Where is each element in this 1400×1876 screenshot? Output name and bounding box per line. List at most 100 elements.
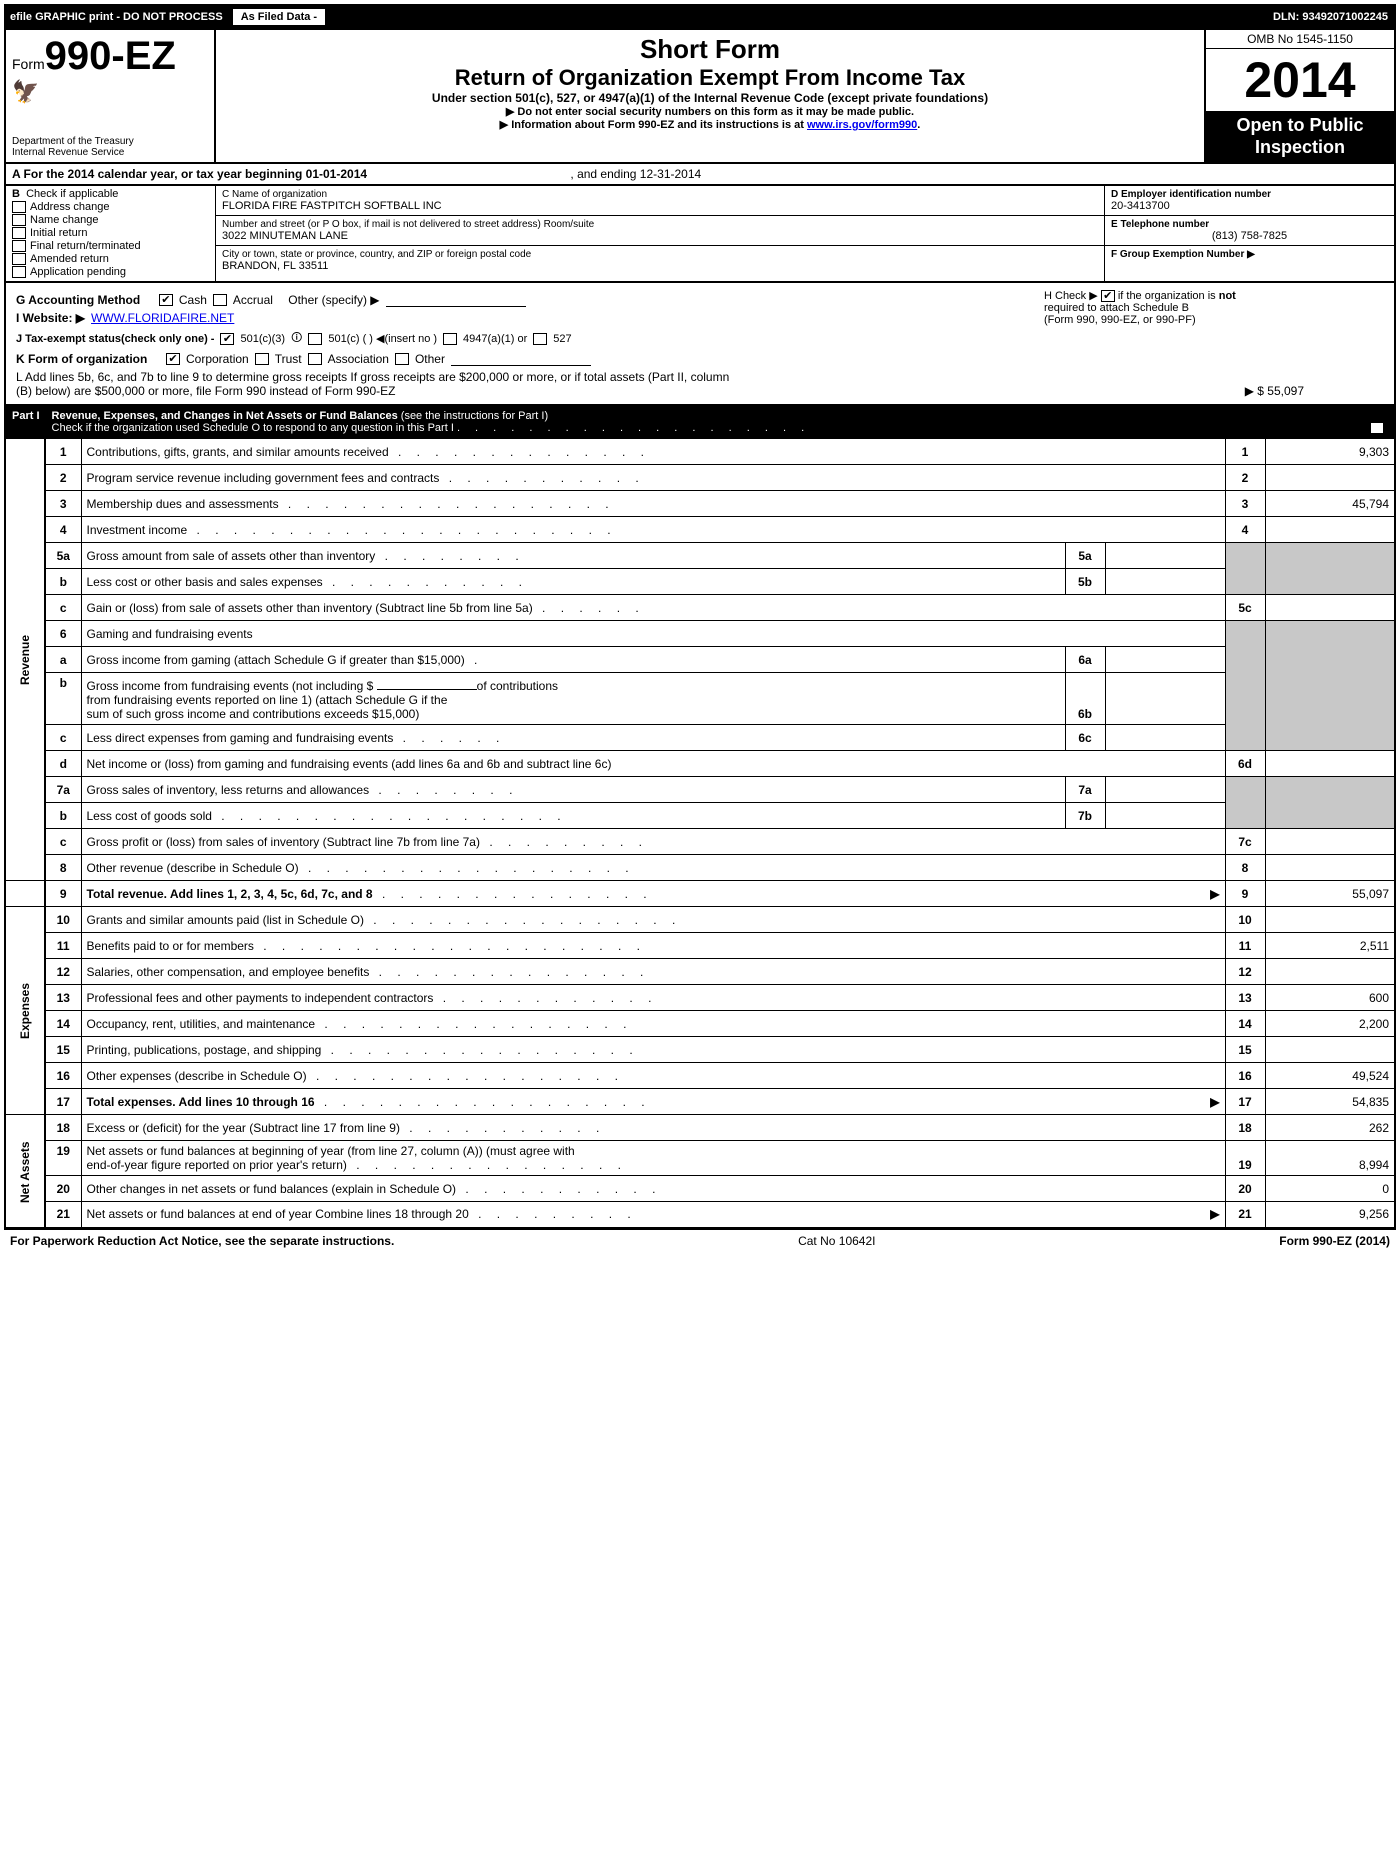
row-9: 9 Total revenue. Add lines 1, 2, 3, 4, 5…: [5, 881, 1395, 907]
chk-trust[interactable]: [255, 353, 269, 365]
a11: 2,511: [1265, 933, 1395, 959]
tab-expenses: Expenses: [5, 907, 45, 1115]
org-name-cell: C Name of organization FLORIDA FIRE FAST…: [216, 186, 1104, 216]
chk-4947[interactable]: [443, 333, 457, 345]
section-h: H Check ▶ if the organization is not req…: [1044, 289, 1384, 326]
chk-h-schedule-b[interactable]: [1101, 290, 1115, 302]
ein-value: 20-3413700: [1111, 200, 1388, 212]
row-21: 21 Net assets or fund balances at end of…: [5, 1202, 1395, 1228]
rn19: 19: [1225, 1141, 1265, 1176]
chk-accrual[interactable]: [213, 294, 227, 306]
rn4: 4: [1225, 517, 1265, 543]
chk-association[interactable]: [308, 353, 322, 365]
chk-corporation[interactable]: [166, 353, 180, 365]
tab-net-assets: Net Assets: [5, 1115, 45, 1228]
a5c: [1265, 595, 1395, 621]
l-line2: (B) below) are $500,000 or more, file Fo…: [16, 384, 396, 398]
j3: 4947(a)(1) or: [463, 333, 527, 345]
chk-cash[interactable]: [159, 294, 173, 306]
dln: DLN: 93492071002245: [1265, 11, 1396, 23]
dln-value: 93492071002245: [1302, 11, 1388, 23]
mn6b: 6b: [1065, 673, 1105, 725]
subtitle: Under section 501(c), 527, or 4947(a)(1)…: [226, 91, 1194, 105]
chk-amended-return[interactable]: Amended return: [12, 253, 209, 265]
chk-other-org[interactable]: [395, 353, 409, 365]
n6d: d: [45, 751, 81, 777]
sec-b-title: B Check if applicable: [12, 188, 209, 200]
mn7a: 7a: [1065, 777, 1105, 803]
rn3: 3: [1225, 491, 1265, 517]
mn7b: 7b: [1065, 803, 1105, 829]
mn5b: 5b: [1065, 569, 1105, 595]
ma5b: [1105, 569, 1225, 595]
d-label: D Employer identification number: [1111, 189, 1271, 200]
help-icon[interactable]: 🛈: [291, 329, 302, 348]
note-ssn: ▶ Do not enter social security numbers o…: [226, 105, 1194, 118]
k2: Trust: [275, 352, 302, 366]
chk-schedule-o[interactable]: [1370, 422, 1384, 434]
irs-link[interactable]: www.irs.gov/form990: [807, 119, 917, 131]
chk-initial-return[interactable]: Initial return: [12, 227, 209, 239]
a1: 9,303: [1265, 439, 1395, 465]
line-l: L Add lines 5b, 6c, and 7b to line 9 to …: [16, 370, 1384, 398]
d6: Gaming and fundraising events: [81, 621, 1225, 647]
d6c: Less direct expenses from gaming and fun…: [81, 725, 1065, 751]
row-19: 19 Net assets or fund balances at beginn…: [5, 1141, 1395, 1176]
d20: Other changes in net assets or fund bala…: [81, 1176, 1225, 1202]
chk-527[interactable]: [533, 333, 547, 345]
n7b: b: [45, 803, 81, 829]
chk-application-pending[interactable]: Application pending: [12, 266, 209, 278]
phone-cell: E Telephone number (813) 758-7825: [1105, 216, 1394, 246]
k3: Association: [328, 352, 389, 366]
chk-final-return[interactable]: Final return/terminated: [12, 240, 209, 252]
header-title: Short Form Return of Organization Exempt…: [216, 30, 1204, 162]
d13: Professional fees and other payments to …: [81, 985, 1225, 1011]
chk-lbl-2: Initial return: [30, 227, 87, 239]
checkbox-icon: [12, 201, 26, 213]
note-info-post: .: [917, 119, 920, 131]
chk-name-change[interactable]: Name change: [12, 214, 209, 226]
website-link[interactable]: WWW.FLORIDAFIRE.NET: [91, 311, 234, 325]
n14: 14: [45, 1011, 81, 1037]
chk-lbl-4: Amended return: [30, 253, 109, 265]
n13: 13: [45, 985, 81, 1011]
rn18: 18: [1225, 1115, 1265, 1141]
chk-501c[interactable]: [308, 333, 322, 345]
identity-block: B Check if applicable Address change Nam…: [4, 186, 1396, 283]
chk-lbl-0: Address change: [30, 201, 110, 213]
row-13: 13 Professional fees and other payments …: [5, 985, 1395, 1011]
n6a: a: [45, 647, 81, 673]
rn5c: 5c: [1225, 595, 1265, 621]
ma7a: [1105, 777, 1225, 803]
rn6d: 6d: [1225, 751, 1265, 777]
a4: [1265, 517, 1395, 543]
line-k: K Form of organization Corporation Trust…: [16, 352, 1384, 366]
d7c: Gross profit or (loss) from sales of inv…: [81, 829, 1225, 855]
dept-line1: Department of the Treasury: [12, 136, 134, 147]
n5c: c: [45, 595, 81, 621]
g-cash-lbl: Cash: [179, 293, 207, 307]
ma6c: [1105, 725, 1225, 751]
rn14: 14: [1225, 1011, 1265, 1037]
chk-address-change[interactable]: Address change: [12, 201, 209, 213]
a8: [1265, 855, 1395, 881]
d2: Program service revenue including govern…: [81, 465, 1225, 491]
efile-label: efile GRAPHIC print - DO NOT PROCESS: [4, 11, 229, 23]
chk-501c3[interactable]: [220, 333, 234, 345]
footer-left: For Paperwork Reduction Act Notice, see …: [10, 1234, 394, 1248]
h-line2: required to attach Schedule B: [1044, 302, 1189, 314]
row-6d: d Net income or (loss) from gaming and f…: [5, 751, 1395, 777]
line-i: I Website: ▶ WWW.FLORIDAFIRE.NET: [16, 311, 1044, 325]
irs-eagle-icon: 🦅: [12, 79, 208, 105]
header-right: OMB No 1545-1150 2014 Open to Public Ins…: [1204, 30, 1394, 162]
note-info-pre: ▶ Information about Form 990-EZ and its …: [500, 119, 807, 131]
row-5a: 5a Gross amount from sale of assets othe…: [5, 543, 1395, 569]
n5b: b: [45, 569, 81, 595]
part1-label: Part I: [12, 410, 40, 422]
ma6a: [1105, 647, 1225, 673]
ma7b: [1105, 803, 1225, 829]
rn7c: 7c: [1225, 829, 1265, 855]
form-header: Form990-EZ 🦅 Department of the Treasury …: [4, 30, 1396, 164]
checkbox-icon: [12, 227, 26, 239]
c-label: C Name of organization: [222, 189, 1098, 200]
